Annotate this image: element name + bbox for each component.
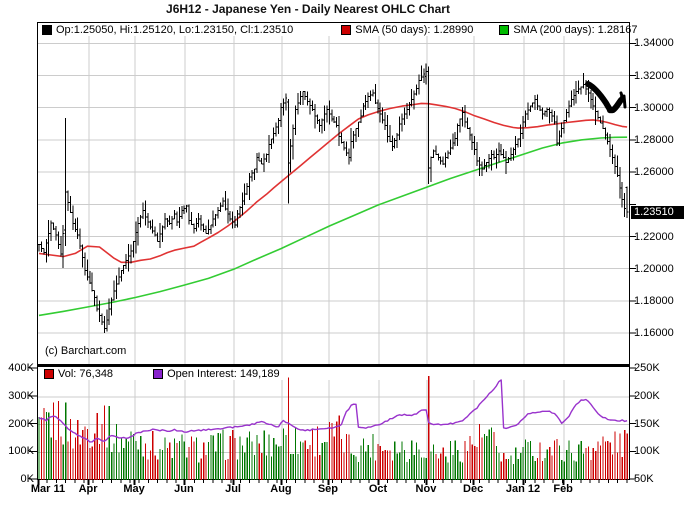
vol-legend-label: Vol: 76,348 [58, 367, 114, 380]
price-axis-label: 1.26000 [634, 166, 674, 179]
volume-bars [38, 375, 628, 480]
price-panel[interactable]: Op:1.25050, Hi:1.25120, Lo:1.23150, Cl:1… [37, 22, 637, 365]
date-axis-label: Sep [317, 483, 338, 495]
volume-left-axis-label: 300K [8, 389, 34, 402]
volume-right-axis-label: 250K [634, 362, 660, 374]
chart-title: J6H12 - Japanese Yen - Daily Nearest OHL… [166, 2, 450, 16]
date-axis-label: Mar 11 [30, 483, 66, 495]
price-plot-svg[interactable] [38, 23, 629, 364]
sma200-legend-label: SMA (200 days): 1.28167 [513, 23, 638, 36]
volume-right-axis-label: 150K [634, 417, 660, 430]
sma200-legend-item: SMA (200 days): 1.28167 [499, 24, 637, 36]
oi-swatch-icon [153, 368, 164, 379]
date-axis-label: Jul [225, 483, 241, 495]
ohlc-bars [38, 63, 629, 333]
date-axis-label: Nov [415, 483, 437, 495]
price-legend: Op:1.25050, Hi:1.25120, Lo:1.23150, Cl:1… [38, 23, 637, 36]
date-axis-label: Feb [553, 483, 573, 495]
open-interest-line [38, 379, 628, 443]
price-axis-label: 1.30000 [634, 101, 674, 114]
oi-legend-label: Open Interest: 149,189 [167, 367, 280, 380]
volume-right-axis-label: 200K [634, 389, 660, 402]
sma50-legend-item: SMA (50 days): 1.28990 [341, 24, 473, 36]
ohlc-legend-label: Op:1.25050, Hi:1.25120, Lo:1.23150, Cl:1… [56, 23, 294, 36]
volume-right-axis-label: 50K [634, 473, 654, 485]
date-axis-label: Aug [270, 483, 292, 495]
ohlc-legend-item: Op:1.25050, Hi:1.25120, Lo:1.23150, Cl:1… [42, 24, 293, 36]
date-axis-label: Dec [463, 483, 484, 495]
price-axis-label: 1.28000 [634, 133, 674, 146]
sma200-swatch-icon [499, 24, 510, 35]
sma50-legend-label: SMA (50 days): 1.28990 [355, 23, 474, 36]
right-axis-ticks [629, 42, 636, 480]
left-axis-ticks [29, 367, 37, 480]
date-axis-label: Apr [78, 483, 98, 495]
price-axis-label: 1.20000 [634, 262, 674, 275]
oi-legend-item: Open Interest: 149,189 [153, 368, 280, 380]
volume-left-axis-label: 100K [8, 445, 34, 458]
price-axis-label: 1.34000 [634, 37, 674, 50]
date-axis-label: May [123, 483, 145, 495]
bottom-axis-ticks [37, 479, 628, 485]
vol-legend-item: Vol: 76,348 [44, 368, 113, 380]
volume-legend: Vol: 76,348 Open Interest: 149,189 [38, 367, 629, 380]
volume-plot-svg[interactable] [38, 367, 629, 480]
current-price-badge: 1.23510 [631, 206, 684, 219]
price-axis-label: 1.32000 [634, 69, 674, 82]
price-axis-label: 1.22000 [634, 230, 674, 243]
volume-left-axis-label: 200K [8, 417, 34, 430]
date-axis-label: Jun [174, 483, 194, 495]
volume-panel[interactable]: Vol: 76,348 Open Interest: 149,189 [37, 365, 630, 480]
sma50-swatch-icon [341, 24, 352, 35]
hand-drawn-arrow-annotation [585, 81, 627, 114]
volume-left-axis-label: 0K [20, 473, 34, 485]
price-axis-label: 1.18000 [634, 294, 674, 307]
volume-left-axis-label: 400K [8, 362, 34, 374]
ohlc-swatch-icon [42, 24, 52, 35]
date-axis-label: Oct [368, 483, 388, 495]
price-axis-label: 1.16000 [634, 327, 674, 340]
copyright-label: (c) Barchart.com [45, 345, 127, 357]
volume-right-axis-label: 100K [634, 445, 660, 458]
vol-swatch-icon [44, 368, 54, 379]
date-axis-label: Jan 12 [505, 483, 541, 495]
